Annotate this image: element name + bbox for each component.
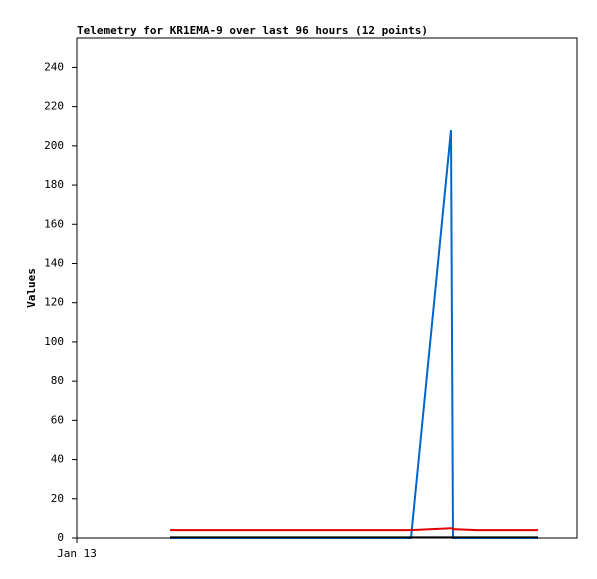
y-tick-label: 0 <box>57 531 64 544</box>
y-tick-label: 200 <box>44 139 64 152</box>
y-tick-label: 140 <box>44 256 64 269</box>
y-tick-label: 20 <box>51 492 64 505</box>
y-tick-label: 40 <box>51 453 64 466</box>
y-tick-label: 240 <box>44 60 64 73</box>
y-tick-label: 160 <box>44 217 64 230</box>
series-line <box>170 130 538 539</box>
y-tick-label: 120 <box>44 296 64 309</box>
y-tick-label: 80 <box>51 374 64 387</box>
y-tick-label: 180 <box>44 178 64 191</box>
plot-frame <box>76 37 578 539</box>
y-tick-label: 100 <box>44 335 64 348</box>
series-line <box>170 527 538 532</box>
x-tick-label: Jan 13 <box>57 547 97 560</box>
chart-title: Telemetry for KR1EMA-9 over last 96 hour… <box>77 24 428 37</box>
y-tick-label: 220 <box>44 100 64 113</box>
y-tick-label: 60 <box>51 413 64 426</box>
y-axis-label: Values <box>25 268 38 308</box>
